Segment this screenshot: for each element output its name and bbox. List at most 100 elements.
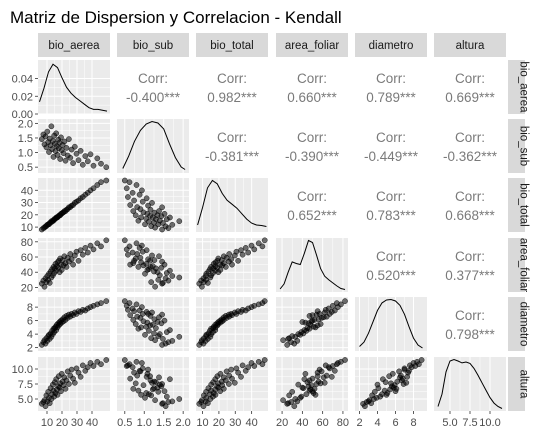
data-point	[403, 379, 410, 386]
corr-value: 0.789***	[366, 90, 416, 105]
data-point	[121, 298, 128, 304]
right-strip-bio_aerea: bio_aerea	[508, 60, 530, 114]
data-point	[245, 249, 252, 256]
x-tick-label: 20	[56, 417, 68, 429]
data-point	[136, 367, 143, 374]
panel-diametro-bio_total	[196, 297, 268, 351]
corr-value: 0.798***	[445, 327, 495, 342]
data-point	[295, 381, 302, 388]
right-strip-label: bio_total	[518, 183, 530, 226]
y-tick-label: 2.0	[18, 118, 33, 130]
data-point	[68, 366, 75, 373]
data-point	[98, 243, 104, 250]
data-point	[220, 385, 227, 392]
data-point	[121, 237, 128, 244]
data-point	[154, 269, 161, 276]
data-point	[342, 298, 348, 304]
data-point	[167, 214, 173, 221]
data-point	[169, 221, 176, 228]
data-point	[333, 361, 340, 368]
data-point	[77, 373, 84, 380]
data-point	[77, 247, 84, 254]
data-point	[152, 283, 158, 290]
y-tick-label: 2	[27, 343, 33, 355]
data-point	[132, 212, 139, 219]
y-tick-label: 0.5	[18, 162, 33, 174]
panel-bg	[117, 119, 189, 173]
data-point	[309, 312, 316, 319]
data-point	[286, 392, 293, 399]
data-point	[389, 370, 396, 377]
data-point	[137, 254, 144, 261]
panel-diametro-area_foliar	[276, 297, 348, 351]
data-point	[84, 249, 91, 256]
data-point	[84, 364, 91, 371]
data-point	[333, 300, 340, 306]
data-point	[98, 300, 104, 306]
data-point	[79, 251, 86, 258]
data-point	[160, 336, 166, 342]
data-point	[159, 258, 165, 265]
data-point	[123, 185, 130, 192]
data-point	[71, 143, 78, 150]
y-tick-label: 1.0	[18, 148, 33, 160]
top-strip-altura: altura	[434, 33, 506, 57]
data-point	[377, 393, 384, 400]
data-point	[311, 317, 318, 323]
panel-altura-altura	[434, 357, 506, 411]
right-strip-bg	[508, 60, 525, 114]
data-point	[229, 375, 235, 382]
corr-panel-bg	[434, 178, 506, 232]
y-tick-label: 60	[21, 252, 33, 264]
x-tick-label: 8	[410, 417, 416, 429]
data-point	[151, 330, 157, 337]
data-point	[226, 251, 233, 257]
data-point	[54, 152, 61, 158]
panel-grid: bio_aerea bio_sub bio_total area_foliar diam…	[12, 33, 530, 429]
y-tick-label: 20	[21, 282, 33, 294]
data-point	[159, 311, 165, 318]
x-tick-label: 10.0	[479, 417, 500, 429]
panel-bio_total-bio_sub	[117, 177, 189, 233]
data-point	[147, 264, 154, 270]
y-tick-label: 40	[21, 267, 33, 279]
corr-label: Corr:	[217, 71, 247, 86]
data-point	[152, 397, 158, 404]
panel-bio_sub-bio_aerea	[38, 119, 110, 173]
panel-bio_total-diametro: Corr: 0.783***	[355, 178, 427, 232]
panel-bg	[196, 178, 268, 232]
data-point	[90, 162, 97, 169]
x-tick-label: 20	[276, 417, 288, 429]
data-point	[176, 396, 183, 402]
data-point	[149, 309, 155, 316]
data-point	[75, 157, 82, 164]
data-point	[62, 385, 69, 392]
right-strip-altura: altura	[508, 357, 530, 411]
data-point	[79, 362, 86, 369]
data-point	[58, 134, 64, 141]
y-tick-label: 30	[21, 198, 33, 210]
data-point	[127, 375, 134, 382]
data-point	[154, 384, 161, 391]
data-point	[57, 156, 64, 162]
data-point	[380, 376, 386, 383]
data-point	[151, 257, 158, 263]
corr-label: Corr:	[455, 308, 485, 323]
top-strip-label: bio_sub	[133, 40, 173, 52]
data-point	[139, 242, 145, 249]
x-tick-label: 40	[296, 417, 308, 429]
data-point	[138, 391, 144, 398]
data-point	[127, 202, 134, 208]
data-point	[251, 363, 258, 369]
top-strip-bg	[117, 33, 189, 57]
corr-label: Corr:	[455, 71, 485, 86]
data-point	[242, 245, 249, 251]
data-point	[231, 379, 238, 386]
data-point	[139, 360, 145, 366]
corr-value: 0.668***	[445, 208, 495, 223]
corr-panel-bg	[276, 119, 348, 173]
data-point	[416, 361, 422, 368]
data-point	[68, 256, 75, 263]
y-tick-label: 7.5	[18, 379, 33, 391]
panel-bio_total-bio_total	[196, 178, 268, 232]
